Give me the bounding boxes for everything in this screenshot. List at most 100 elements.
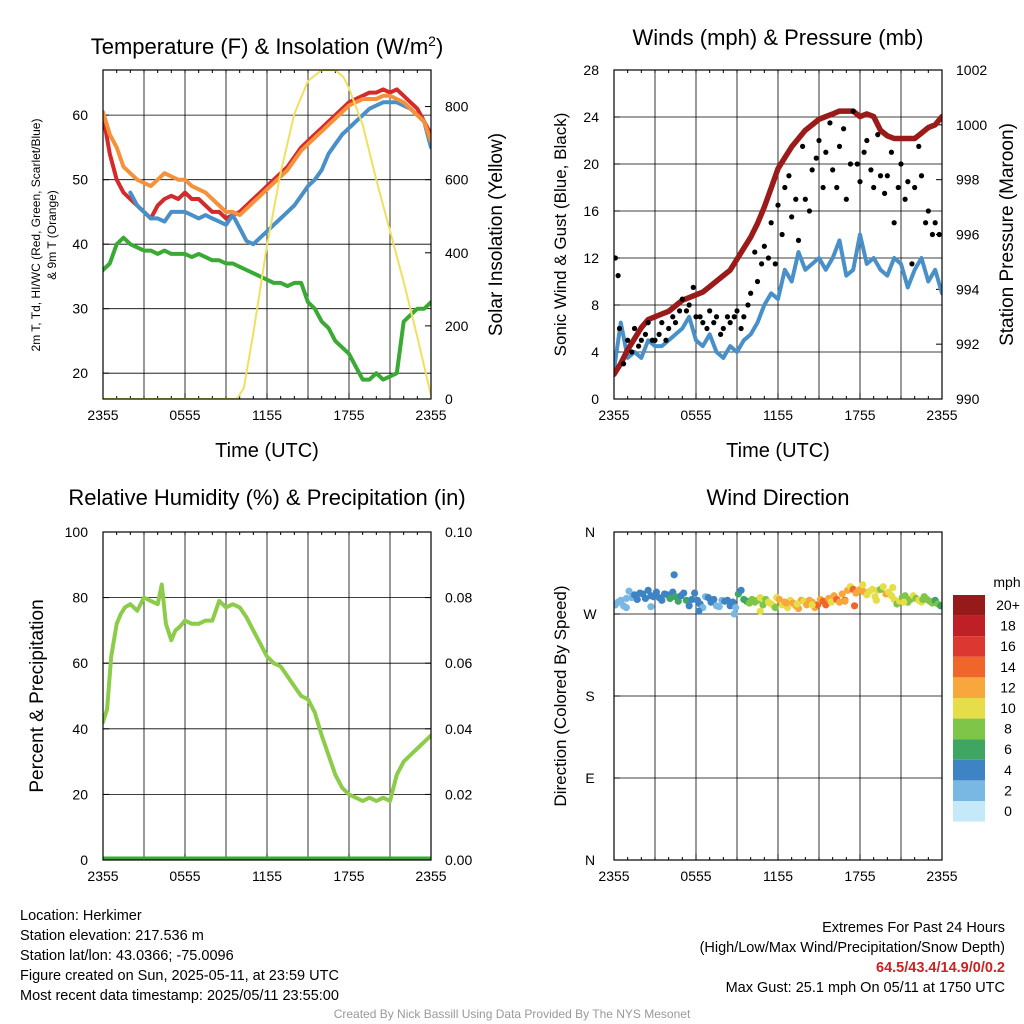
winds-ytick-label: 28 [583,62,599,78]
temperature-xlabel: Time (UTC) [215,440,319,462]
direction-xtick-label: 1755 [844,868,875,884]
winds-gust-point [902,196,908,202]
winds-ytick-label: 0 [591,391,599,407]
winds-ytick-label: 24 [583,109,599,125]
direction-point [674,597,682,605]
temperature-ytick-label: 60 [72,107,88,123]
direction-point [688,595,696,604]
winds-gust-point [929,231,936,238]
winds-gust-point [857,179,863,185]
temperature-ytick-right-label: 800 [445,99,469,115]
winds-gust-point [854,161,860,167]
humidity-ytick-right-label: 0.06 [445,655,472,671]
direction-point [889,583,897,592]
winds-gust-point [625,337,631,343]
direction-point [670,571,678,579]
direction-title: Wind Direction [706,485,849,510]
direction-legend-swatch [953,656,985,678]
winds-plot-area [614,108,942,378]
winds-gust-point [806,208,813,214]
direction-point [691,589,699,597]
winds-gust-point [697,314,703,320]
direction-point [822,601,830,609]
winds-ytick-label: 12 [583,250,599,266]
winds-gust-point [759,261,765,267]
winds-gust-point [734,308,740,314]
extremes-legend: (High/Low/Max Wind/Precipitation/Snow De… [699,940,1005,956]
humidity-series-rh [103,582,431,803]
winds-gust-point [718,331,724,337]
winds-gust-point [909,261,915,267]
temperature-ylabel-right: Solar Insolation (Yellow) [486,133,507,336]
station-latlon: Station lat/lon: 43.0366; -75.0096 [20,948,234,964]
direction-point [737,586,745,594]
winds-gust-point [882,190,888,196]
winds-gust-point [779,231,785,238]
winds-frame [613,69,943,400]
winds-gust-point [850,108,856,114]
humidity-xtick-label: 0555 [169,868,200,884]
direction-point [622,604,630,612]
humidity-xtick-label: 1755 [333,868,364,884]
winds-ytick-right-label: 1002 [956,62,987,78]
winds-gust-point [827,120,833,126]
winds-gust-point [793,196,799,202]
direction-point [732,604,740,612]
direction-legend-label: 18 [1000,618,1016,634]
winds-gust-point [905,179,911,185]
temperature-series-t2m [103,87,431,221]
winds-gust-point [916,143,922,149]
winds-gust-point [786,173,792,179]
direction-point [658,596,666,604]
winds-gust-point [672,320,679,326]
winds-gust-point [813,155,819,161]
winds-ytick-right-label: 998 [956,172,980,188]
direction-ytick-label: N [585,524,595,540]
direction-xtick-label: 2355 [598,868,629,884]
winds-ytick-label: 20 [583,156,599,172]
winds-gust-point [884,173,890,179]
temperature-ylabel-line1: 2m T, Td, HI/WC (Red, Green, Scarlet/Blu… [29,119,43,352]
winds-ylabel: Sonic Wind & Gust (Blue, Black) [551,113,570,357]
direction-point [644,586,652,594]
winds-gust-point [871,184,877,191]
direction-point [652,588,660,596]
direction-xtick-label: 2355 [926,868,957,884]
direction-point [759,601,767,609]
direction-point [756,594,764,602]
winds-gust-point [830,167,836,173]
direction-point [900,598,908,606]
direction-legend-swatch [953,718,985,740]
humidity-ytick-right-label: 0.00 [445,852,472,868]
direction-point [859,581,867,589]
humidity-ytick-label: 80 [72,590,88,606]
winds-gust-point [652,337,658,343]
winds-ytick-label: 8 [591,297,599,313]
winds-gust-point [677,308,683,314]
winds-gust-point [638,337,644,343]
humidity-xtick-label: 2355 [87,868,118,884]
winds-gust-point [898,161,904,167]
direction-legend-swatch [953,636,985,657]
direction-point [827,598,835,606]
humidity-xtick-label: 2355 [415,868,446,884]
humidity-ylabel: Percent & Precipitation [27,599,48,792]
direction-legend-title: mph [993,574,1020,590]
humidity-ytick-label: 100 [65,524,89,540]
direction-ytick-label: E [585,770,594,786]
temperature-ylabel-line2: & 9m T (Orange) [45,190,59,280]
extremes-title: Extremes For Past 24 Hours [822,920,1005,936]
winds-gust-point [891,220,897,226]
winds-gust-point [754,278,761,285]
direction-point [814,601,822,609]
direction-point [782,599,790,607]
direction-point [680,589,688,597]
direction-legend-label: 6 [1004,741,1012,757]
winds-gust-point [704,325,710,332]
humidity-plot-area [103,582,431,860]
winds-xtick-label: 1755 [844,407,875,423]
humidity-ytick-right-label: 0.08 [445,590,472,606]
direction-ylabel: Direction (Colored By Speed) [551,585,570,806]
direction-ytick-label: W [583,606,597,622]
